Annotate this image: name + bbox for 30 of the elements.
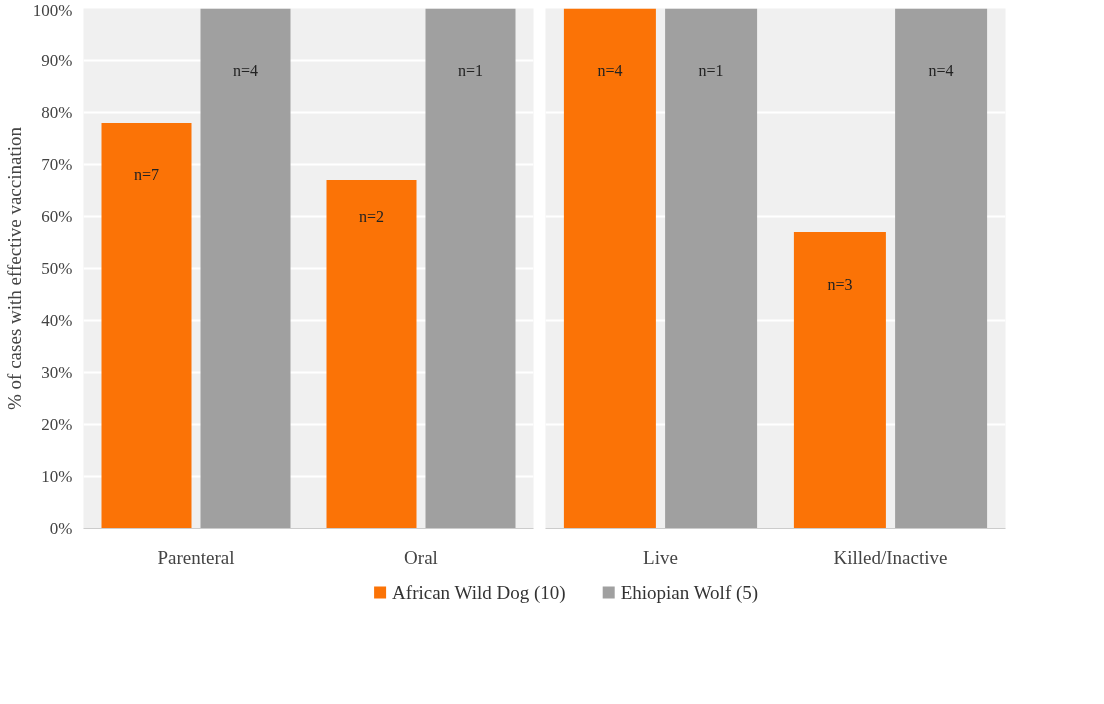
bar — [425, 8, 516, 529]
legend-label: Ehiopian Wolf (5) — [620, 582, 759, 604]
legend-label: African Wild Dog (10) — [392, 582, 566, 604]
x-tick-label: Parenteral — [157, 546, 235, 568]
annotation: n=4 — [928, 62, 954, 80]
y-tick-label: 100% — [32, 0, 73, 20]
y-tick-label: 90% — [41, 51, 73, 70]
y-axis-title: % of cases with effective vaccination — [3, 126, 25, 410]
y-tick-label: 30% — [41, 363, 73, 382]
y-tick-label: 10% — [41, 467, 73, 486]
annotation: n=4 — [232, 62, 259, 80]
y-tick-label: 0% — [49, 519, 73, 538]
y-tick-label: 60% — [41, 207, 73, 226]
y-tick-label: 80% — [41, 103, 73, 122]
y-tick-label: 70% — [41, 155, 73, 174]
x-tick-label: Live — [643, 546, 678, 568]
bar — [200, 8, 291, 529]
x-tick-label: Oral — [404, 546, 438, 568]
annotation: n=7 — [133, 166, 160, 184]
bar — [101, 122, 192, 529]
y-tick-label: 50% — [41, 259, 73, 278]
annotation: n=4 — [597, 62, 623, 80]
annotation: n=1 — [698, 62, 724, 80]
annotation: n=1 — [457, 62, 484, 80]
annotation: n=2 — [358, 208, 385, 225]
bar — [326, 180, 417, 529]
y-tick-label: 40% — [41, 311, 73, 330]
annotation: n=3 — [827, 275, 853, 293]
x-tick-label: Killed/Inactive — [833, 546, 948, 568]
y-tick-label: 20% — [41, 415, 73, 434]
